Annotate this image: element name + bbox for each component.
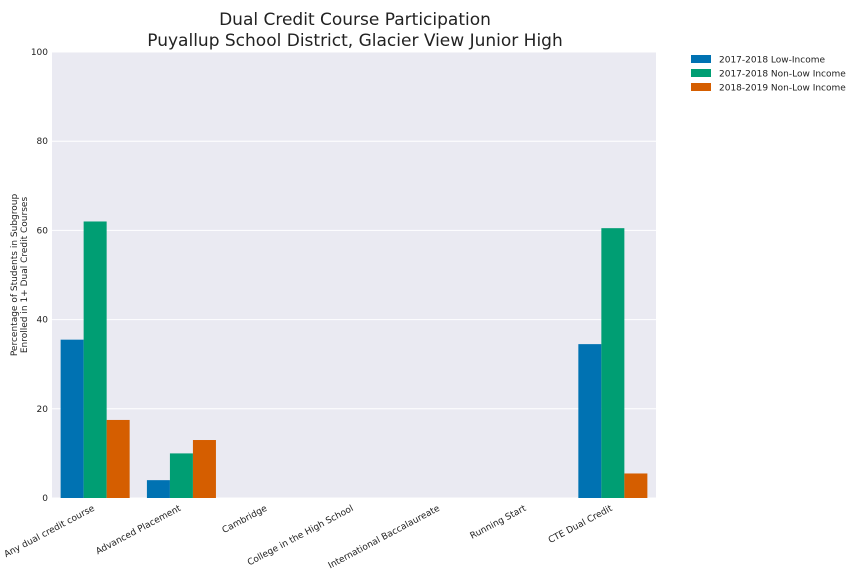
- plot-area: [52, 52, 656, 498]
- bar: [624, 473, 648, 498]
- y-axis-label: Percentage of Students in Subgroup Enrol…: [10, 194, 30, 357]
- bars: [60, 221, 648, 499]
- legend-label: 2018-2019 Non-Low Income: [719, 84, 846, 94]
- chart-title: Dual Credit Course Participation: [219, 10, 491, 30]
- bar: [83, 221, 107, 499]
- bar: [578, 344, 602, 498]
- x-tick-label: CTE Dual Credit: [547, 504, 615, 546]
- legend-swatch: [691, 83, 711, 91]
- y-tick-label: 80: [37, 137, 49, 147]
- legend-swatch: [691, 55, 711, 63]
- y-axis-ticks: 0 20 40 60 80 100: [31, 48, 48, 504]
- bar: [146, 480, 170, 498]
- y-axis-label-line2: Enrolled in 1+ Dual Credit Courses: [20, 197, 30, 354]
- legend-swatch: [691, 69, 711, 77]
- y-tick-label: 0: [42, 494, 48, 504]
- y-tick-label: 100: [31, 48, 48, 58]
- y-axis-label-line1: Percentage of Students in Subgroup: [10, 194, 20, 357]
- grid-lines: [52, 51, 656, 499]
- chart-subtitle: Puyallup School District, Glacier View J…: [147, 31, 562, 51]
- bar: [169, 453, 193, 498]
- x-tick-label: Any dual credit course: [3, 504, 97, 560]
- legend-label: 2017-2018 Non-Low Income: [719, 70, 846, 80]
- bar: [106, 419, 130, 498]
- bar: [192, 440, 216, 498]
- y-tick-label: 20: [37, 405, 49, 415]
- y-tick-label: 60: [37, 226, 49, 236]
- bar: [60, 339, 84, 498]
- x-tick-label: Advanced Placement: [94, 504, 183, 558]
- y-tick-label: 40: [37, 316, 49, 326]
- x-tick-label: Running Start: [469, 504, 529, 542]
- legend-label: 2017-2018 Low-Income: [719, 56, 825, 66]
- bar: [601, 228, 625, 499]
- x-tick-label: Cambridge: [221, 504, 270, 536]
- legend: 2017-2018 Low-Income 2017-2018 Non-Low In…: [691, 55, 846, 94]
